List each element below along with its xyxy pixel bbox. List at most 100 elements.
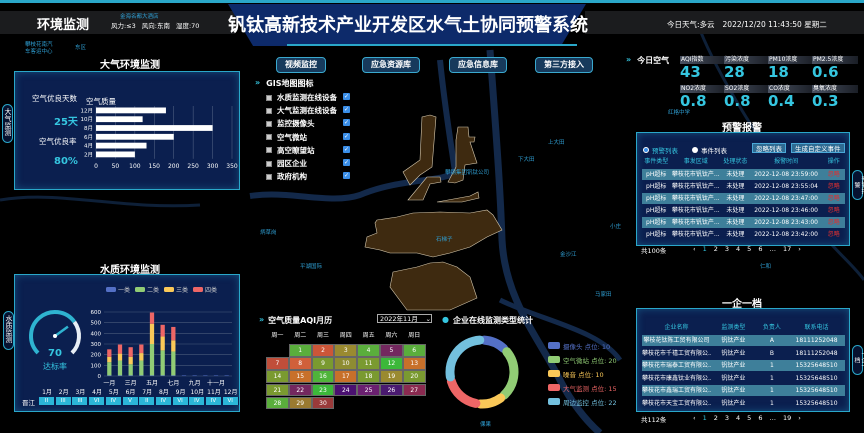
- calendar-day[interactable]: 27: [402, 383, 426, 397]
- page-button[interactable]: 1: [702, 414, 707, 422]
- emergency-resource-button[interactable]: 应急资源库: [362, 57, 420, 73]
- generate-event-button[interactable]: 生成自定义事件: [791, 143, 845, 153]
- page-button[interactable]: 4: [736, 245, 741, 253]
- calendar-day[interactable]: 17: [334, 370, 358, 383]
- calendar-day[interactable]: 26: [380, 383, 403, 397]
- page-button[interactable]: …: [769, 245, 776, 253]
- next-page-button[interactable]: ›: [798, 245, 801, 253]
- layer-checkbox[interactable]: ✓: [343, 93, 350, 100]
- layer-checkbox[interactable]: ✓: [343, 132, 350, 140]
- weekday-label: 周四: [339, 332, 352, 339]
- layer-checkbox[interactable]: ✓: [343, 106, 350, 114]
- calendar-day[interactable]: 22: [288, 383, 312, 397]
- table-row[interactable]: pH超标 攀枝花市钒钛产... 未处理 2022-12-08 23:47:00 忽略: [642, 193, 845, 204]
- calendar-day[interactable]: 4: [357, 344, 380, 357]
- calendar-day[interactable]: 25: [357, 383, 380, 397]
- warning-side-tab[interactable]: 预警报警: [852, 170, 864, 200]
- calendar-day[interactable]: 1: [288, 344, 312, 357]
- table-row[interactable]: pH超标 攀枝花市钒钛产... 未处理 2022-12-08 23:43:00 忽略: [642, 217, 845, 228]
- calendar-day[interactable]: 9: [311, 357, 335, 370]
- page-button[interactable]: 2: [713, 414, 718, 422]
- page-button[interactable]: 3: [724, 414, 730, 422]
- page-button[interactable]: 19: [782, 414, 792, 422]
- calendar-day[interactable]: 3: [334, 344, 358, 357]
- month-label: 10月: [190, 389, 205, 396]
- calendar-day[interactable]: 13: [402, 357, 426, 370]
- calendar-day[interactable]: 30: [311, 396, 335, 410]
- calendar-day[interactable]: 7: [266, 357, 289, 370]
- air-side-tab[interactable]: 大气监测: [2, 104, 13, 143]
- calendar-day[interactable]: 20: [402, 370, 426, 383]
- table-cell: B: [769, 349, 774, 357]
- calendar-day[interactable]: 15: [288, 370, 312, 383]
- page-button[interactable]: 5: [747, 414, 752, 422]
- donut-slice: [445, 335, 485, 382]
- x-tick-label: 250: [187, 163, 199, 170]
- ignore-link[interactable]: 忽略: [827, 183, 840, 190]
- ignore-list-button[interactable]: 忽略列表: [752, 143, 786, 153]
- layer-checkbox[interactable]: ✓: [343, 172, 350, 180]
- table-row[interactable]: 攀枝花市千禧工贸有限公... 钒钛产业 B 18111252048: [642, 348, 845, 359]
- page-button[interactable]: 5: [747, 245, 752, 253]
- table-row[interactable]: 攀枝花市天宝工贸有限公... 钒钛产业 1 15325648510: [642, 398, 845, 409]
- water-side-tab[interactable]: 水质监测: [3, 311, 14, 350]
- page-button[interactable]: 4: [736, 414, 741, 422]
- calendar-day[interactable]: 28: [266, 396, 289, 410]
- prev-page-button[interactable]: ‹: [693, 245, 696, 253]
- calendar-day[interactable]: 16: [311, 370, 335, 383]
- table-row[interactable]: 攀枝花市康鑫钛业有限公... 钒钛产业 1 15325648510: [642, 373, 845, 384]
- ignore-link[interactable]: 忽略: [827, 219, 840, 226]
- table-header: 事件类型 事发区域 处理状态 报警时间 操作: [642, 156, 845, 167]
- calendar-day[interactable]: 10: [334, 357, 358, 370]
- calendar-day[interactable]: 2: [311, 344, 335, 357]
- table-cell: 攀枝花市鑫瑞工贸有限公...: [642, 387, 712, 394]
- calendar-day[interactable]: 23: [311, 383, 335, 397]
- enterprise-side-tab[interactable]: 一企一档: [852, 345, 864, 375]
- page-button[interactable]: 2: [713, 245, 718, 253]
- layer-checkbox[interactable]: ✓: [343, 119, 350, 127]
- third-party-button[interactable]: 第三方接入: [535, 57, 593, 73]
- next-page-button[interactable]: ›: [798, 414, 801, 422]
- table-row[interactable]: pH超标 攀枝花市钒钛产... 未处理 2022-12-08 23:59:00 忽略: [642, 169, 845, 180]
- calendar-day[interactable]: 21: [266, 383, 289, 397]
- ignore-link[interactable]: 忽略: [827, 231, 840, 238]
- month-select[interactable]: 2022年11月 ⌄: [377, 314, 432, 323]
- calendar-day[interactable]: 29: [288, 396, 312, 410]
- calendar-day[interactable]: 19: [380, 370, 403, 383]
- video-monitor-button[interactable]: 视频监控: [276, 57, 326, 73]
- table-row[interactable]: pH超标 攀枝花市钒钛产... 未处理 2022-12-08 23:46:00 忽略: [642, 205, 845, 216]
- calendar-day[interactable]: 6: [402, 344, 426, 357]
- calendar-day[interactable]: 5: [380, 344, 403, 357]
- calendar-day[interactable]: 8: [288, 357, 312, 370]
- calendar-day[interactable]: 11: [357, 357, 380, 370]
- radio-warning-list[interactable]: 预警列表: [643, 145, 678, 155]
- bar: [96, 116, 143, 123]
- page-button[interactable]: 1: [702, 245, 707, 253]
- air-metric-card: PM2.5浓度 0.6: [812, 56, 858, 81]
- emergency-info-button[interactable]: 应急信息库: [449, 57, 507, 73]
- table-row[interactable]: 攀枝花市瑞泰工贸有限公... 钒钛产业 1 15325648510: [642, 360, 845, 371]
- radio-event-list[interactable]: 事件列表: [692, 145, 727, 155]
- page-button[interactable]: 6: [758, 414, 763, 422]
- table-row[interactable]: pH超标 攀枝花市钒钛产... 未处理 2022-12-08 23:55:04 忽略: [642, 181, 845, 192]
- table-row[interactable]: 攀枝花钛陈工贸有限公司 钒钛产业 A 18111252048: [642, 335, 845, 346]
- page-button[interactable]: 3: [724, 245, 730, 253]
- calendar-day[interactable]: 14: [266, 370, 289, 383]
- prev-page-button[interactable]: ‹: [693, 414, 696, 422]
- table-row[interactable]: 攀枝花市鑫瑞工贸有限公... 钒钛产业 1 15325648510: [642, 385, 845, 396]
- layer-checkbox[interactable]: ✓: [343, 159, 350, 166]
- ignore-link[interactable]: 忽略: [827, 171, 840, 178]
- calendar-day[interactable]: 18: [357, 370, 380, 383]
- ignore-link[interactable]: 忽略: [827, 195, 840, 202]
- ignore-link[interactable]: 忽略: [827, 207, 840, 214]
- page-button[interactable]: …: [769, 414, 776, 422]
- page-button[interactable]: 17: [782, 245, 792, 253]
- table-row[interactable]: pH超标 攀枝花市钒钛产... 未处理 2022-12-08 23:42:00 忽略: [642, 229, 845, 240]
- bar: [96, 142, 147, 149]
- layer-checkbox[interactable]: ✓: [343, 145, 350, 153]
- calendar-day[interactable]: 12: [380, 357, 403, 370]
- legend-label: 三类: [176, 286, 188, 294]
- page-button[interactable]: 6: [758, 245, 763, 253]
- calendar-day[interactable]: 24: [334, 383, 358, 397]
